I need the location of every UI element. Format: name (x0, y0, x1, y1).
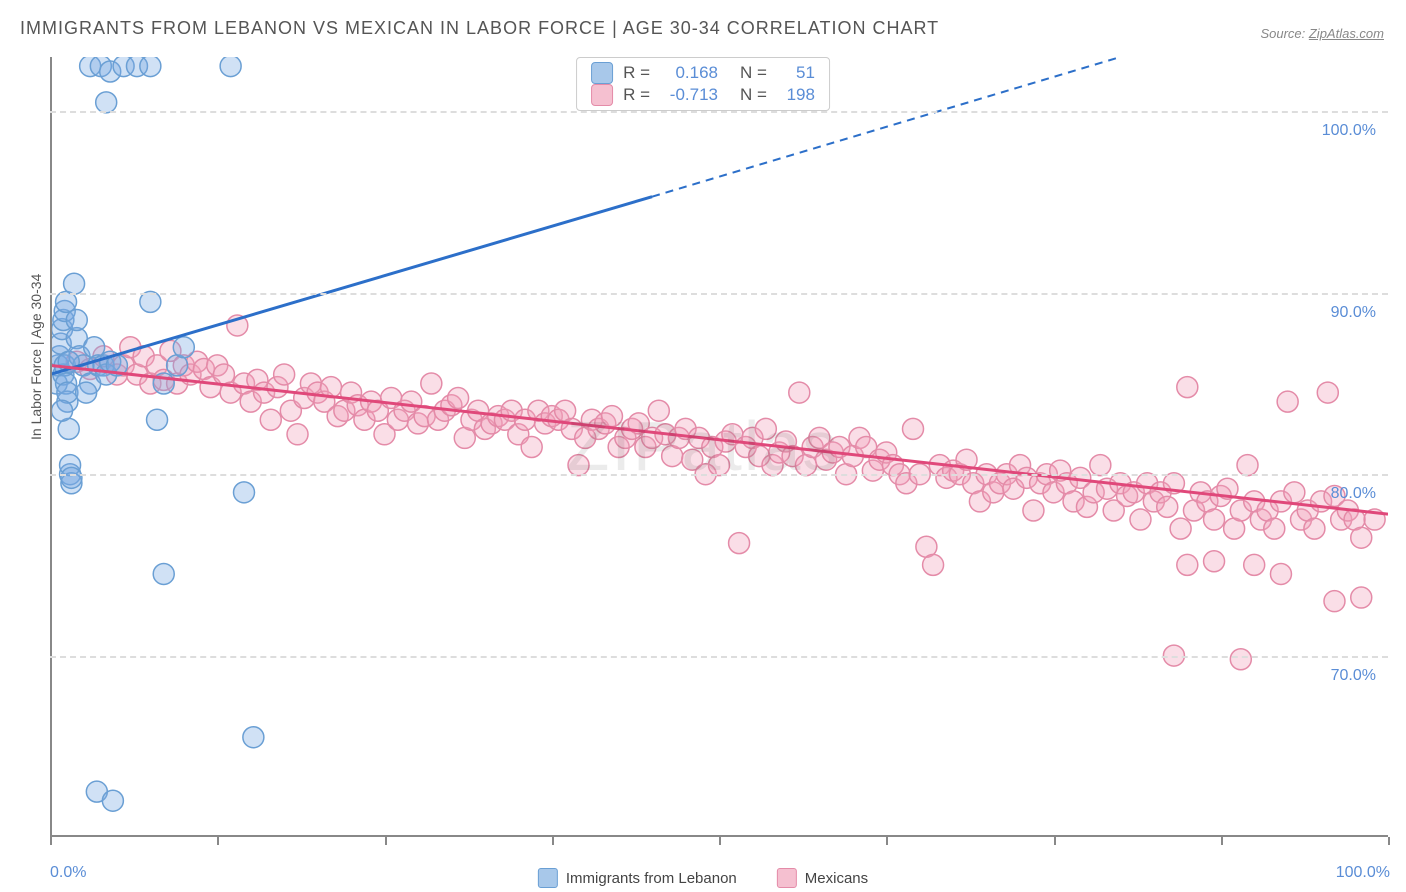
r-value: -0.713 (660, 85, 718, 105)
data-point (102, 790, 123, 811)
x-tick (1054, 837, 1056, 845)
data-point (1204, 551, 1225, 572)
chart-plot-area: 70.0% 80.0% 90.0% 100.0% (50, 57, 1388, 837)
data-point (1130, 509, 1151, 530)
gridline (50, 656, 1388, 658)
gridline (50, 293, 1388, 295)
x-tick (385, 837, 387, 845)
data-point (1177, 377, 1198, 398)
x-tick (886, 837, 888, 845)
data-point (153, 563, 174, 584)
x-tick (719, 837, 721, 845)
x-tick-label: 0.0% (50, 864, 86, 882)
data-point (923, 554, 944, 575)
data-point (448, 388, 469, 409)
data-point (61, 467, 82, 488)
data-point (147, 409, 168, 430)
legend-swatch (591, 62, 613, 84)
source-link[interactable]: ZipAtlas.com (1309, 26, 1384, 41)
gridline (50, 111, 1388, 113)
trendline (50, 197, 652, 375)
data-point (1264, 518, 1285, 539)
data-point (789, 382, 810, 403)
data-point (173, 337, 194, 358)
data-point (601, 406, 622, 427)
data-point (52, 400, 73, 421)
correlation-stats-legend: R = 0.168 N = 51 R = -0.713 N = 198 (576, 57, 830, 111)
y-axis-label: In Labor Force | Age 30-34 (28, 274, 44, 440)
legend-swatch (777, 868, 797, 888)
x-tick (1221, 837, 1223, 845)
data-point (260, 409, 281, 430)
data-point (421, 373, 442, 394)
y-tick-label: 70.0% (1331, 667, 1376, 685)
x-tick (552, 837, 554, 845)
data-point (1023, 500, 1044, 521)
r-value: 0.168 (660, 63, 718, 83)
scatter-plot-svg (50, 57, 1388, 837)
n-label: N = (740, 63, 767, 83)
legend-label: Immigrants from Lebanon (566, 870, 737, 887)
data-point (1270, 563, 1291, 584)
data-point (1277, 391, 1298, 412)
data-point (274, 364, 295, 385)
data-point (1351, 587, 1372, 608)
data-point (1170, 518, 1191, 539)
data-point (648, 400, 669, 421)
gridline (50, 474, 1388, 476)
chart-title: IMMIGRANTS FROM LEBANON VS MEXICAN IN LA… (20, 18, 939, 39)
data-point (1204, 509, 1225, 530)
legend-swatch (591, 84, 613, 106)
data-point (66, 310, 87, 331)
data-point (287, 424, 308, 445)
data-point (1230, 649, 1251, 670)
source-attribution: Source: ZipAtlas.com (1260, 26, 1384, 41)
data-point (1177, 554, 1198, 575)
r-label: R = (623, 85, 650, 105)
x-tick (1388, 837, 1390, 845)
legend-item: Immigrants from Lebanon (538, 868, 737, 888)
source-prefix: Source: (1260, 26, 1308, 41)
data-point (1244, 554, 1265, 575)
stats-legend-row: R = 0.168 N = 51 (591, 62, 815, 84)
x-tick (50, 837, 52, 845)
data-point (1157, 496, 1178, 517)
data-point (521, 437, 542, 458)
data-point (1324, 591, 1345, 612)
data-point (1351, 527, 1372, 548)
bottom-legend: Immigrants from Lebanon Mexicans (538, 868, 868, 888)
data-point (76, 382, 97, 403)
x-tick-label: 100.0% (1336, 864, 1390, 882)
x-tick (217, 837, 219, 845)
data-point (64, 273, 85, 294)
data-point (234, 482, 255, 503)
data-point (755, 418, 776, 439)
r-label: R = (623, 63, 650, 83)
data-point (729, 533, 750, 554)
data-point (903, 418, 924, 439)
data-point (1304, 518, 1325, 539)
data-point (568, 455, 589, 476)
legend-label: Mexicans (805, 870, 868, 887)
legend-item: Mexicans (777, 868, 868, 888)
stats-legend-row: R = -0.713 N = 198 (591, 84, 815, 106)
y-tick-label: 100.0% (1322, 122, 1376, 140)
y-tick-label: 90.0% (1331, 304, 1376, 322)
n-value: 51 (777, 63, 815, 83)
data-point (140, 57, 161, 77)
n-label: N = (740, 85, 767, 105)
data-point (96, 92, 117, 113)
data-point (1237, 455, 1258, 476)
data-point (243, 727, 264, 748)
data-point (1317, 382, 1338, 403)
legend-swatch (538, 868, 558, 888)
data-point (709, 455, 730, 476)
n-value: 198 (777, 85, 815, 105)
data-point (220, 57, 241, 77)
data-point (1090, 455, 1111, 476)
data-point (1284, 482, 1305, 503)
y-axis-line (50, 57, 52, 837)
y-tick-label: 80.0% (1331, 485, 1376, 503)
